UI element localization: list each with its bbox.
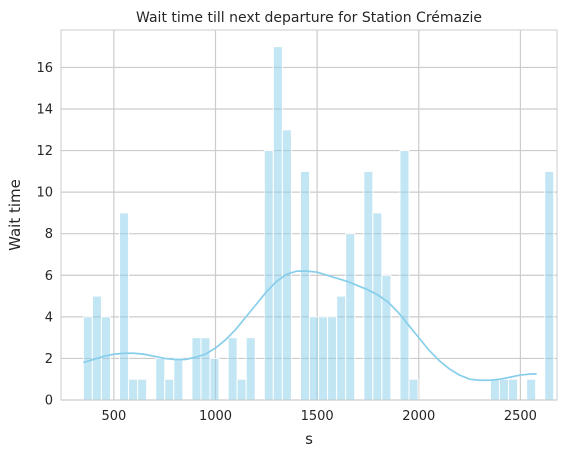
histogram-bar [128, 378, 139, 401]
histogram-bar [164, 378, 175, 401]
histogram-bar [498, 378, 510, 401]
histogram-bar [263, 150, 274, 401]
x-tick-label: 2000 [402, 409, 435, 424]
x-tick-labels: 500 1000 1500 2000 2500 [101, 409, 537, 424]
histogram-bar [137, 378, 148, 401]
histogram-bar [399, 150, 410, 401]
kde-curve [83, 270, 537, 382]
histogram-bar [191, 337, 202, 401]
y-tick-label: 14 [36, 102, 53, 117]
y-tick-label: 4 [45, 310, 53, 325]
y-tick-label: 12 [36, 144, 53, 159]
histogram-bar [200, 337, 211, 401]
y-tick-label: 0 [45, 394, 53, 409]
x-axis-label: s [305, 430, 313, 448]
y-tick-label: 2 [45, 352, 53, 367]
histogram-bar [336, 295, 347, 401]
axes-frame [60, 29, 558, 401]
histogram-bar [100, 316, 111, 401]
histogram-bar [119, 212, 130, 401]
histogram-bar [155, 357, 166, 401]
histogram-bar [408, 378, 419, 401]
histogram-bar [318, 316, 329, 401]
histogram-bar [526, 378, 537, 401]
histogram-bar [173, 357, 184, 401]
histogram-bar [281, 129, 292, 401]
histogram-bar [299, 170, 311, 401]
histogram-bar [272, 46, 283, 401]
histogram-bar [82, 316, 93, 401]
histogram-bar [245, 337, 256, 401]
histogram-bar [489, 378, 500, 401]
histogram-bar [236, 378, 247, 401]
x-tick-label: 1000 [199, 409, 232, 424]
y-tick-label: 16 [36, 61, 53, 76]
histogram-bar [345, 233, 356, 401]
x-tick-label: 500 [101, 409, 126, 424]
histogram-bar [227, 337, 238, 401]
y-tick-label: 6 [45, 269, 53, 284]
y-tick-label: 10 [36, 186, 53, 201]
histogram-bar [508, 378, 519, 401]
histogram-bar [372, 212, 383, 401]
histogram-bar [381, 274, 392, 401]
chart-title: Wait time till next departure for Statio… [136, 10, 482, 26]
histogram-bar [309, 316, 320, 401]
x-tick-label: 2500 [504, 409, 537, 424]
x-tick-label: 1500 [301, 409, 334, 424]
histogram-bar [327, 316, 338, 401]
histogram-bar [363, 170, 374, 401]
histogram-bar [91, 295, 102, 401]
y-tick-labels: 0 2 4 6 8 10 12 14 16 [36, 61, 53, 409]
histogram-bar [544, 170, 555, 401]
y-axis-label: Wait time [6, 179, 24, 251]
histogram-bars [82, 46, 555, 401]
histogram-bar [209, 357, 220, 401]
y-tick-label: 8 [45, 227, 53, 242]
